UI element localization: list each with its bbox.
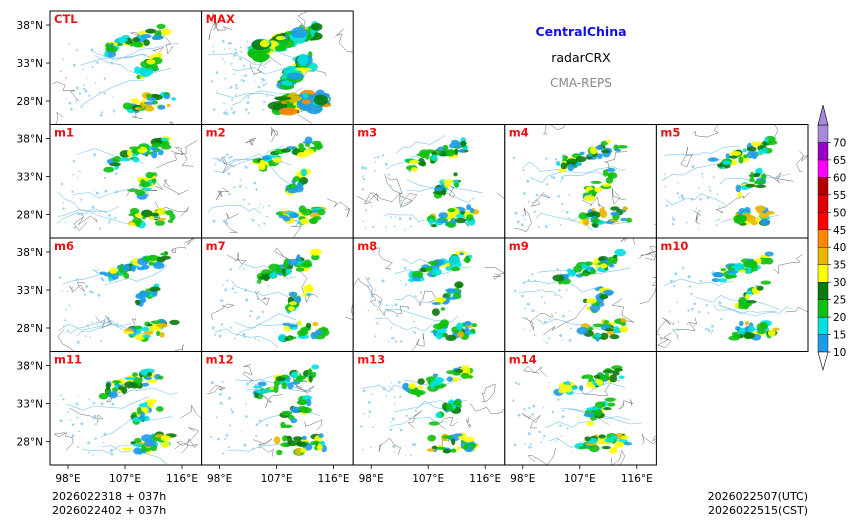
y-tick-label: 38°N bbox=[17, 20, 43, 32]
panel-label: m12 bbox=[206, 353, 234, 367]
init-time-line1: 2026022318 + 037h bbox=[52, 490, 166, 503]
panel-m7: m7 bbox=[201, 237, 354, 352]
y-tick-label: 33°N bbox=[17, 285, 43, 297]
panel-m12: m12 bbox=[201, 351, 354, 466]
colorbar-label: 35 bbox=[833, 260, 846, 272]
panel-grid: CTL MAX m1 m2 m3 m4 m5 m6 m7 m8 m9 m10 m11 m12 m13 m14 bbox=[49, 10, 809, 466]
y-tick-label: 38°N bbox=[17, 361, 43, 373]
panel-label: m7 bbox=[206, 239, 226, 253]
panel-m13: m13 bbox=[352, 351, 506, 466]
panel-m9: m9 bbox=[504, 237, 657, 352]
colorbar-label: 15 bbox=[833, 330, 846, 342]
colorbar-swatch-35 bbox=[817, 246, 829, 265]
x-tick-label: 98°E bbox=[510, 473, 535, 485]
colorbar-label: 40 bbox=[833, 242, 846, 254]
panel-m2: m2 bbox=[201, 124, 354, 239]
panel-label: m13 bbox=[357, 353, 385, 367]
panel-m3: m3 bbox=[352, 124, 506, 239]
title-region: CentralChina bbox=[535, 24, 626, 39]
colorbar-extend-max bbox=[817, 104, 829, 126]
panel-m4: m4 bbox=[504, 124, 657, 239]
colorbar-swatch-60 bbox=[817, 159, 829, 178]
panel-label: CTL bbox=[54, 12, 78, 26]
panel-label: m14 bbox=[509, 353, 537, 367]
panel-m6: m6 bbox=[49, 237, 203, 352]
colorbar-swatch-30 bbox=[817, 264, 829, 283]
title-model: CMA-REPS bbox=[550, 76, 612, 90]
panel-label: MAX bbox=[206, 12, 235, 26]
panel-m14: m14 bbox=[504, 351, 657, 466]
colorbar-swatch-15 bbox=[817, 316, 829, 335]
y-axis-ticks: 38°N 33°N 28°N 38°N 33°N 28°N 38°N 33°N 28°N 38°N… bbox=[17, 20, 50, 449]
colorbar-swatch-25 bbox=[817, 282, 829, 300]
colorbar-swatch-45 bbox=[817, 212, 829, 231]
y-tick-label: 33°N bbox=[17, 58, 43, 70]
x-tick-label: 116°E bbox=[166, 473, 198, 485]
colorbar: 10 15 20 25 30 35 40 45 50 55 60 65 70 bbox=[817, 104, 846, 372]
y-tick-label: 28°N bbox=[17, 323, 43, 335]
x-tick-label: 107°E bbox=[261, 473, 293, 485]
panel-label: m4 bbox=[509, 126, 529, 140]
colorbar-swatch-50 bbox=[817, 194, 829, 213]
panel-label: m1 bbox=[54, 126, 74, 140]
panel-m5: m5 bbox=[655, 124, 809, 239]
title-variable: radarCRX bbox=[551, 50, 611, 65]
colorbar-swatch-70 bbox=[817, 124, 829, 143]
panel-label: m9 bbox=[509, 239, 529, 253]
valid-time-utc: 2026022507(UTC) bbox=[708, 490, 808, 503]
colorbar-swatch-20 bbox=[817, 299, 829, 318]
colorbar-label: 70 bbox=[833, 138, 846, 150]
y-tick-label: 28°N bbox=[17, 96, 43, 108]
colorbar-swatch-40 bbox=[817, 229, 829, 248]
colorbar-label: 50 bbox=[833, 207, 846, 219]
y-tick-label: 28°N bbox=[17, 210, 43, 222]
x-tick-label: 98°E bbox=[55, 473, 80, 485]
init-time-line2: 2026022402 + 037h bbox=[52, 504, 166, 517]
colorbar-swatch-55 bbox=[817, 177, 829, 196]
panel-label: m11 bbox=[54, 353, 82, 367]
panel-m1: m1 bbox=[49, 124, 203, 239]
panel-label: m3 bbox=[357, 126, 377, 140]
colorbar-label: 60 bbox=[833, 172, 846, 184]
y-tick-label: 33°N bbox=[17, 399, 43, 411]
colorbar-swatch-10 bbox=[817, 334, 829, 353]
panel-ctl: CTL bbox=[49, 10, 203, 125]
panel-m11: m11 bbox=[49, 351, 203, 466]
x-tick-label: 116°E bbox=[621, 473, 653, 485]
colorbar-label: 30 bbox=[833, 277, 846, 289]
panel-label: m10 bbox=[660, 239, 688, 253]
x-tick-label: 116°E bbox=[318, 473, 350, 485]
y-tick-label: 28°N bbox=[17, 437, 43, 449]
panel-m10: m10 bbox=[655, 237, 809, 352]
x-tick-label: 107°E bbox=[564, 473, 596, 485]
x-tick-label: 116°E bbox=[469, 473, 501, 485]
colorbar-label: 45 bbox=[833, 225, 846, 237]
panel-label: m2 bbox=[206, 126, 226, 140]
y-tick-label: 38°N bbox=[17, 247, 43, 259]
panel-label: m6 bbox=[54, 239, 74, 253]
x-axis-ticks: 98°E 107°E 116°E 98°E 107°E 116°E 98°E 107°E 116… bbox=[55, 465, 653, 485]
colorbar-label: 55 bbox=[833, 190, 846, 202]
x-tick-label: 107°E bbox=[109, 473, 141, 485]
x-tick-label: 98°E bbox=[207, 473, 232, 485]
x-tick-label: 107°E bbox=[412, 473, 444, 485]
colorbar-label: 65 bbox=[833, 155, 846, 167]
panel-max: MAX bbox=[201, 10, 354, 125]
colorbar-label: 25 bbox=[833, 295, 846, 307]
colorbar-swatch-65 bbox=[817, 142, 829, 161]
valid-time-cst: 2026022515(CST) bbox=[708, 504, 808, 517]
colorbar-label: 20 bbox=[833, 312, 846, 324]
y-tick-label: 38°N bbox=[17, 134, 43, 146]
colorbar-label: 10 bbox=[833, 347, 846, 359]
y-tick-label: 33°N bbox=[17, 172, 43, 184]
panel-m8: m8 bbox=[352, 237, 506, 352]
panel-label: m5 bbox=[660, 126, 680, 140]
colorbar-extend-min bbox=[817, 351, 829, 372]
x-tick-label: 98°E bbox=[359, 473, 384, 485]
panel-label: m8 bbox=[357, 239, 377, 253]
